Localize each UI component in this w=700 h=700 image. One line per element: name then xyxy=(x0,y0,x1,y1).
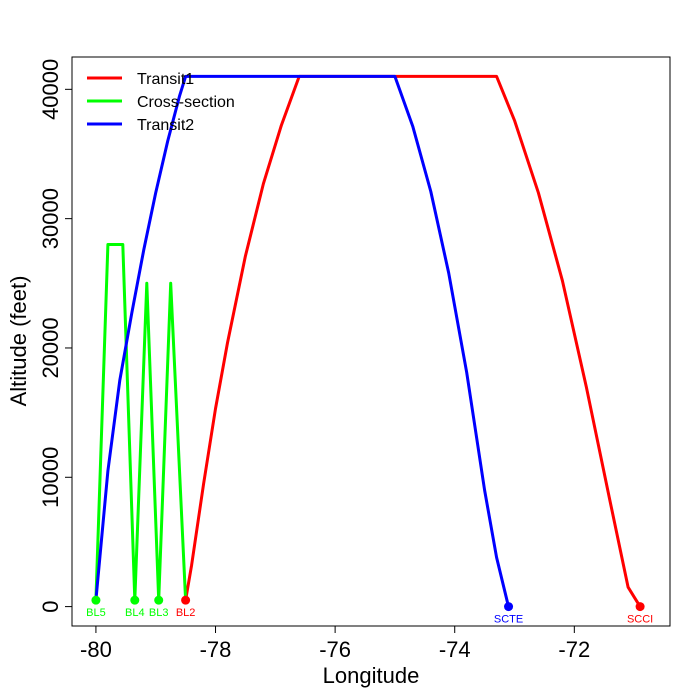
endpoint-marker xyxy=(154,595,164,605)
endpoint-label: SCCI xyxy=(627,614,653,626)
series-line-1 xyxy=(184,74,642,608)
endpoint-marker xyxy=(504,602,514,612)
endpoint-marker xyxy=(91,595,101,605)
x-tick-label: -72 xyxy=(558,637,590,662)
endpoint-marker xyxy=(635,602,645,612)
legend-label: Transit2 xyxy=(137,117,194,134)
x-tick-label: -74 xyxy=(439,637,471,662)
series-line-3 xyxy=(94,74,510,607)
y-tick-label: 30000 xyxy=(38,188,63,249)
points-layer: BL5 BL4 BL3 BL2 SCTE SCCI xyxy=(86,595,653,626)
endpoint-label: BL3 xyxy=(149,607,169,619)
x-tick-label: -76 xyxy=(319,637,351,662)
legend-label: Transit1 xyxy=(137,71,194,88)
x-axis: -80 -78 -76 -74 -72 xyxy=(80,625,590,662)
legend-label: Cross-section xyxy=(137,94,235,111)
x-tick-label: -80 xyxy=(80,637,112,662)
y-tick-label: 10000 xyxy=(38,447,63,508)
y-tick-label: 0 xyxy=(38,600,63,612)
x-axis-title: Longitude xyxy=(323,663,420,688)
y-axis: 0 10000 20000 30000 40000 xyxy=(38,59,73,613)
y-axis-title: Altitude (feet) xyxy=(6,276,31,407)
series-layer xyxy=(94,74,642,608)
y-tick-label: 40000 xyxy=(38,59,63,120)
endpoint-label: SCTE xyxy=(494,614,523,626)
series-line-2 xyxy=(94,243,188,602)
endpoint-marker xyxy=(181,595,191,605)
endpoint-label: BL2 xyxy=(176,607,196,619)
y-tick-label: 20000 xyxy=(38,317,63,378)
endpoint-label: BL4 xyxy=(125,607,145,619)
x-tick-label: -78 xyxy=(200,637,232,662)
legend: Transit1 Cross-section Transit2 xyxy=(87,71,235,134)
endpoint-label: BL5 xyxy=(86,607,106,619)
endpoint-marker xyxy=(130,595,140,605)
